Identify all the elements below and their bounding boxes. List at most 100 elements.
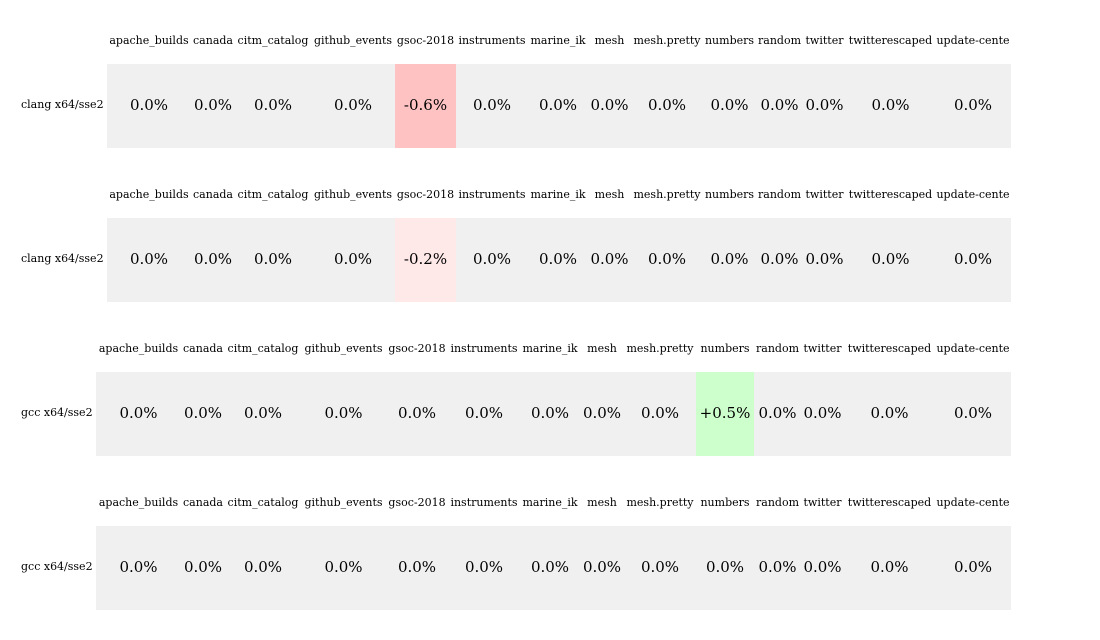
column-header: numbers [700, 496, 750, 509]
column-header: marine_ik [530, 34, 586, 47]
column-header: random [756, 342, 799, 355]
column-header: citm_catalog [237, 34, 309, 47]
cell-value: -0.2% [403, 250, 448, 268]
column-header: citm_catalog [227, 342, 299, 355]
column-header: twitterescaped [847, 342, 932, 355]
cell-value: 0.0% [538, 96, 578, 114]
row-label: clang x64/sse2 [21, 252, 104, 265]
column-header: github_events [304, 342, 383, 355]
column-header: random [758, 34, 801, 47]
column-header: instruments [450, 496, 518, 509]
cell-value: 0.0% [871, 96, 910, 114]
column-header: marine_ik [522, 342, 578, 355]
column-header: apache_builds [109, 188, 189, 201]
cell-value: 0.0% [758, 404, 797, 422]
cell-value: 0.0% [243, 558, 283, 576]
column-header: marine_ik [522, 496, 578, 509]
column-header: mesh [594, 188, 625, 201]
cell-value: 0.0% [397, 558, 437, 576]
column-header: instruments [450, 342, 518, 355]
cell-value: 0.0% [324, 558, 363, 576]
row-band: 0.0% 0.0% 0.0% 0.0% 0.0% 0.0% 0.0% 0.0% 0.0% 0.0%… [96, 526, 1011, 610]
table-block: apache_builds canada citm_catalog github_ev… [0, 462, 1100, 616]
column-header: gsoc-2018 [396, 188, 455, 201]
column-header: update-cente [936, 34, 1010, 47]
cell-value: 0.0% [582, 404, 622, 422]
cell-value: 0.0% [805, 96, 844, 114]
row-band: 0.0% 0.0% 0.0% 0.0% -0.2% 0.0% 0.0% 0.0% 0.0% 0.0… [107, 218, 1011, 302]
cell-value: 0.0% [803, 404, 842, 422]
row-label: clang x64/sse2 [21, 98, 104, 111]
cell-value: 0.0% [119, 558, 158, 576]
cell-value: 0.0% [464, 558, 504, 576]
column-header: canada [193, 188, 233, 201]
cell-value: -0.6% [403, 96, 448, 114]
cell-value: 0.0% [590, 96, 629, 114]
column-header: gsoc-2018 [388, 496, 446, 509]
cell-value: 0.0% [183, 558, 223, 576]
cell-value: 0.0% [253, 250, 293, 268]
cell-value: 0.0% [953, 250, 993, 268]
column-header: numbers [704, 34, 755, 47]
column-header: mesh [587, 496, 617, 509]
cell-value: 0.0% [953, 558, 993, 576]
cell-value: 0.0% [472, 250, 512, 268]
column-header: twitter [805, 34, 844, 47]
cell-value: 0.0% [464, 404, 504, 422]
cell-value: 0.0% [953, 96, 993, 114]
column-header: twitter [803, 342, 842, 355]
column-header: canada [193, 34, 233, 47]
column-header: github_events [313, 188, 393, 201]
cell-value: 0.0% [760, 250, 799, 268]
cell-value: 0.0% [324, 404, 363, 422]
column-header: twitterescaped [848, 34, 933, 47]
column-header: random [756, 496, 799, 509]
row-band: 0.0% 0.0% 0.0% 0.0% -0.6% 0.0% 0.0% 0.0% 0.0% 0.0… [107, 64, 1011, 148]
cell-value: 0.0% [397, 404, 437, 422]
column-header: canada [183, 342, 223, 355]
row-label: gcc x64/sse2 [21, 560, 93, 573]
column-header: marine_ik [530, 188, 586, 201]
column-header: gsoc-2018 [388, 342, 446, 355]
cell-value: +0.5% [699, 404, 751, 422]
cell-value: 0.0% [871, 250, 910, 268]
cell-value: 0.0% [333, 96, 373, 114]
column-header: update-cente [936, 188, 1010, 201]
table-block: apache_builds canada citm_catalog github_ev… [0, 308, 1100, 462]
column-header: github_events [313, 34, 393, 47]
column-header: apache_builds [98, 342, 179, 355]
column-header: numbers [700, 342, 750, 355]
column-header: gsoc-2018 [396, 34, 455, 47]
column-header: apache_builds [98, 496, 179, 509]
cell-value: 0.0% [129, 96, 169, 114]
cell-value: 0.0% [243, 404, 283, 422]
cell-value: 0.0% [760, 96, 799, 114]
cell-value: 0.0% [538, 250, 578, 268]
cell-value: 0.0% [129, 250, 169, 268]
row-label: gcc x64/sse2 [21, 406, 93, 419]
cell-value: 0.0% [710, 250, 749, 268]
highlight-cell [696, 372, 754, 456]
cell-value: 0.0% [758, 558, 797, 576]
cell-value: 0.0% [119, 404, 158, 422]
column-header: mesh.pretty [633, 188, 701, 201]
column-header: canada [183, 496, 223, 509]
cell-value: 0.0% [193, 250, 233, 268]
column-header: mesh.pretty [633, 34, 701, 47]
column-header: mesh [587, 342, 617, 355]
column-header: github_events [304, 496, 383, 509]
cell-value: 0.0% [640, 404, 680, 422]
column-header: mesh.pretty [626, 342, 694, 355]
column-header: update-cente [936, 342, 1010, 355]
cell-value: 0.0% [472, 96, 512, 114]
cell-value: 0.0% [193, 96, 233, 114]
column-header: twitter [805, 188, 844, 201]
table-block: apache_builds canada citm_catalog github_ev… [0, 154, 1100, 308]
column-header: mesh.pretty [626, 496, 694, 509]
cell-value: 0.0% [530, 404, 570, 422]
cell-value: 0.0% [590, 250, 629, 268]
cell-value: 0.0% [640, 558, 680, 576]
column-header: instruments [458, 34, 526, 47]
highlight-cell [395, 64, 456, 148]
column-header: mesh [594, 34, 625, 47]
